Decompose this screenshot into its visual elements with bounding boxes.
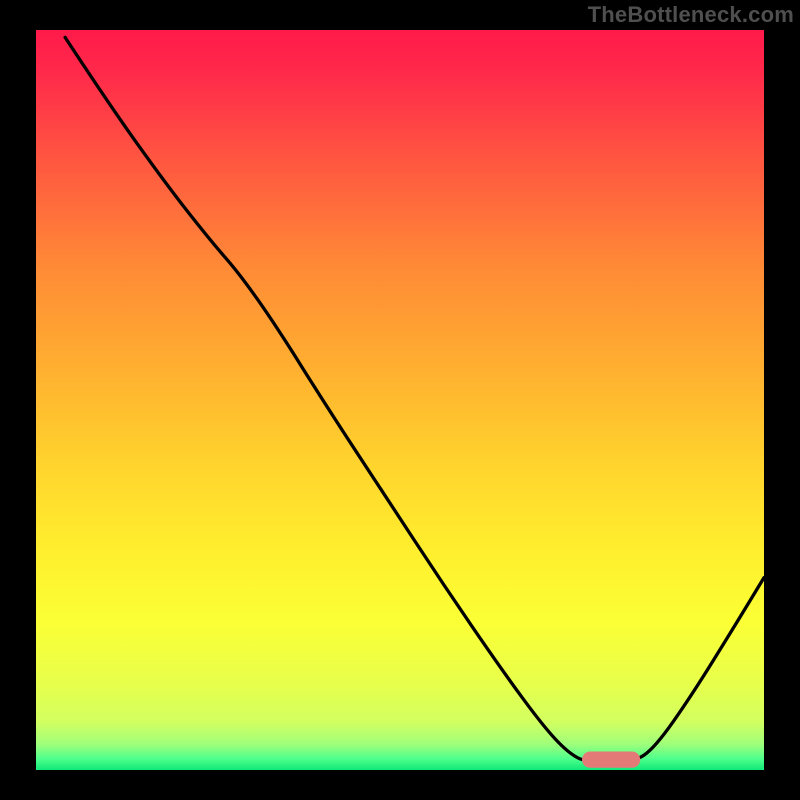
watermark-text: TheBottleneck.com bbox=[588, 2, 794, 28]
bottleneck-chart bbox=[0, 0, 800, 800]
optimal-marker bbox=[582, 752, 640, 768]
chart-container: TheBottleneck.com bbox=[0, 0, 800, 800]
plot-background bbox=[36, 30, 764, 770]
